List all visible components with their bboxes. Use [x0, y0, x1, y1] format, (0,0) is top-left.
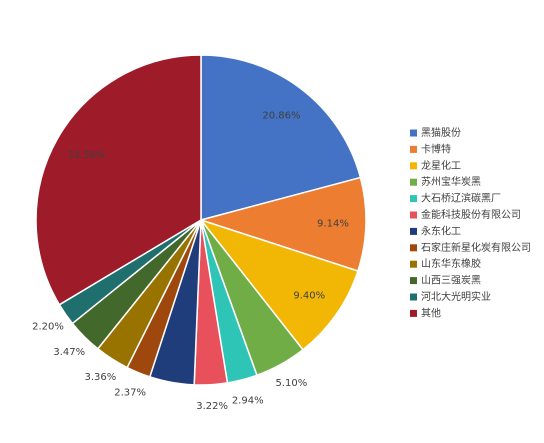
legend-label: 山西三强炭黑	[421, 275, 481, 287]
legend-swatch	[410, 260, 417, 268]
pie-slice	[198, 176, 367, 272]
legend-label: 金能科技股份有限公司	[421, 208, 521, 221]
data-label: 3.36%	[85, 372, 117, 383]
legend-swatch	[410, 178, 417, 186]
legend-label: 石家庄新星化炭有限公司	[421, 241, 531, 254]
data-label: 3.22%	[196, 401, 228, 412]
pie-slice	[200, 54, 362, 221]
legend-label: 永东化工	[421, 224, 461, 237]
legend-swatch	[410, 309, 417, 317]
data-label: 3.47%	[53, 347, 85, 358]
legend-swatch	[410, 129, 417, 137]
legend-label: 河北大光明实业	[421, 290, 491, 303]
data-label: 2.37%	[114, 387, 146, 398]
data-label: 33.58%	[67, 150, 105, 161]
data-label: 20.86%	[262, 110, 300, 121]
legend-swatch	[410, 211, 417, 219]
data-label: 2.94%	[232, 396, 264, 407]
pie-slice	[198, 218, 359, 351]
legend-swatch	[410, 293, 417, 301]
legend-swatch	[410, 277, 417, 285]
data-label: 9.40%	[293, 291, 325, 302]
legend-swatch	[410, 162, 417, 170]
pie-slice	[35, 54, 202, 306]
data-label: 5.10%	[275, 378, 307, 389]
legend-label: 其他	[421, 306, 441, 319]
data-label: 9.14%	[317, 219, 349, 230]
legend-swatch	[410, 227, 417, 235]
legend-label: 山东华东橡胶	[421, 257, 481, 270]
data-label: 2.20%	[32, 322, 64, 333]
legend-label: 龙星化工	[421, 159, 461, 172]
legend-label: 黑猫股份	[421, 126, 461, 139]
legend-label: 卡博特	[421, 142, 451, 155]
legend-label: 苏州宝华炭黑	[421, 175, 481, 188]
legend-swatch	[410, 145, 417, 153]
legend-swatch	[410, 195, 417, 203]
legend-label: 大石桥辽滨碳黑厂	[421, 192, 501, 205]
legend-swatch	[410, 244, 417, 252]
